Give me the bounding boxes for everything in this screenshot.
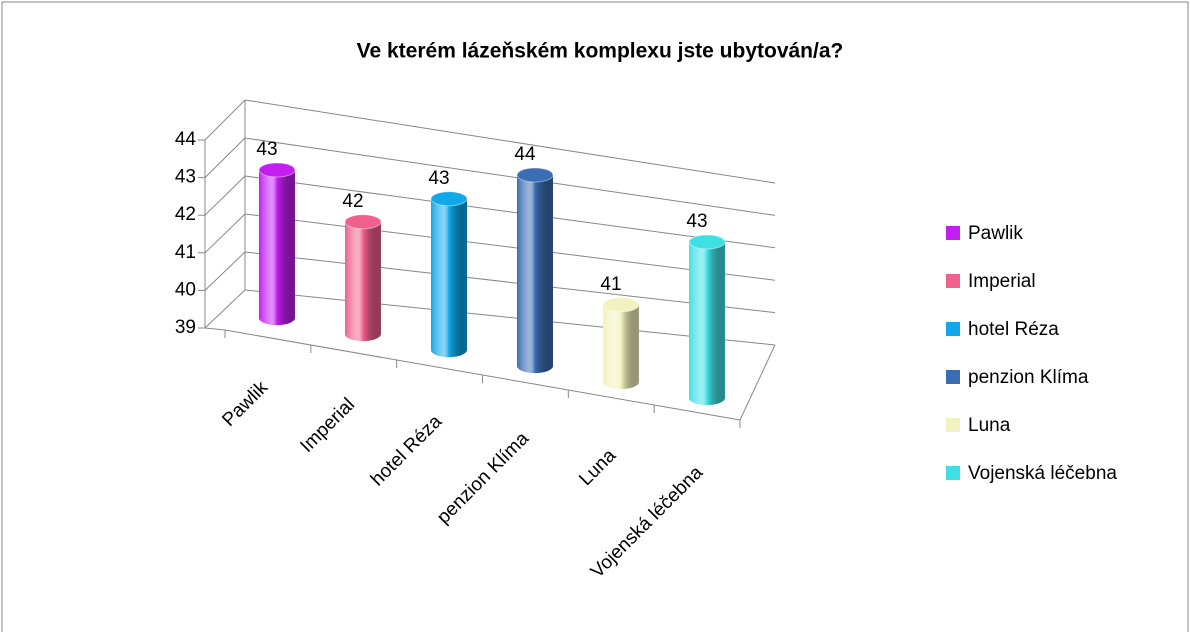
data-label: 42 (342, 191, 363, 212)
data-label: 43 (256, 139, 277, 160)
y-tick-label: 43 (175, 167, 196, 188)
legend-swatch (946, 370, 960, 384)
bar (345, 221, 381, 341)
y-tick-label: 41 (175, 242, 196, 263)
data-label: 44 (514, 144, 536, 165)
legend-label: Luna (968, 415, 1011, 436)
bar (603, 304, 639, 389)
grid-line (244, 213, 776, 281)
side-grid-line (204, 99, 246, 141)
y-tick-label: 40 (175, 279, 196, 300)
side-grid-line (204, 137, 246, 178)
cylinder-top (258, 162, 296, 178)
legend-label: Imperial (968, 271, 1036, 292)
data-label: 43 (428, 168, 449, 189)
grid-line (244, 175, 776, 249)
floor-line (204, 327, 226, 331)
cylinder-top (344, 214, 382, 230)
floor-line (739, 344, 776, 421)
y-tick-label: 42 (175, 204, 196, 225)
chart-title: Ve kterém lázeňském komplexu jste ubytov… (357, 40, 844, 63)
legend-swatch (946, 226, 960, 240)
data-label: 41 (600, 274, 621, 295)
bar (431, 198, 467, 357)
legend-label: penzion Klíma (968, 367, 1089, 388)
legend-swatch (946, 322, 960, 336)
cylinder-top (516, 167, 554, 183)
grid-line (244, 137, 776, 216)
legend-swatch (946, 274, 960, 288)
legend-swatch (946, 466, 960, 480)
y-tick-label: 39 (175, 317, 196, 338)
side-grid-line (204, 175, 246, 216)
grid-line (244, 99, 776, 184)
cylinder-top (430, 191, 468, 207)
data-label: 43 (686, 211, 707, 232)
bar (689, 242, 725, 405)
side-grid-line (204, 251, 246, 291)
legend-label: Pawlik (968, 223, 1023, 244)
cylinder-top (602, 297, 640, 313)
y-tick-label: 44 (175, 129, 197, 150)
grid-line (244, 289, 776, 346)
legend-label: Vojenská léčebna (968, 463, 1117, 484)
cylinder-top (688, 234, 726, 250)
side-grid-line (204, 213, 246, 254)
bar (259, 170, 295, 325)
side-grid-line (204, 289, 246, 329)
grid-line (244, 251, 776, 314)
legend-swatch (946, 418, 960, 432)
bar (517, 175, 553, 373)
legend-label: hotel Réza (968, 319, 1059, 340)
